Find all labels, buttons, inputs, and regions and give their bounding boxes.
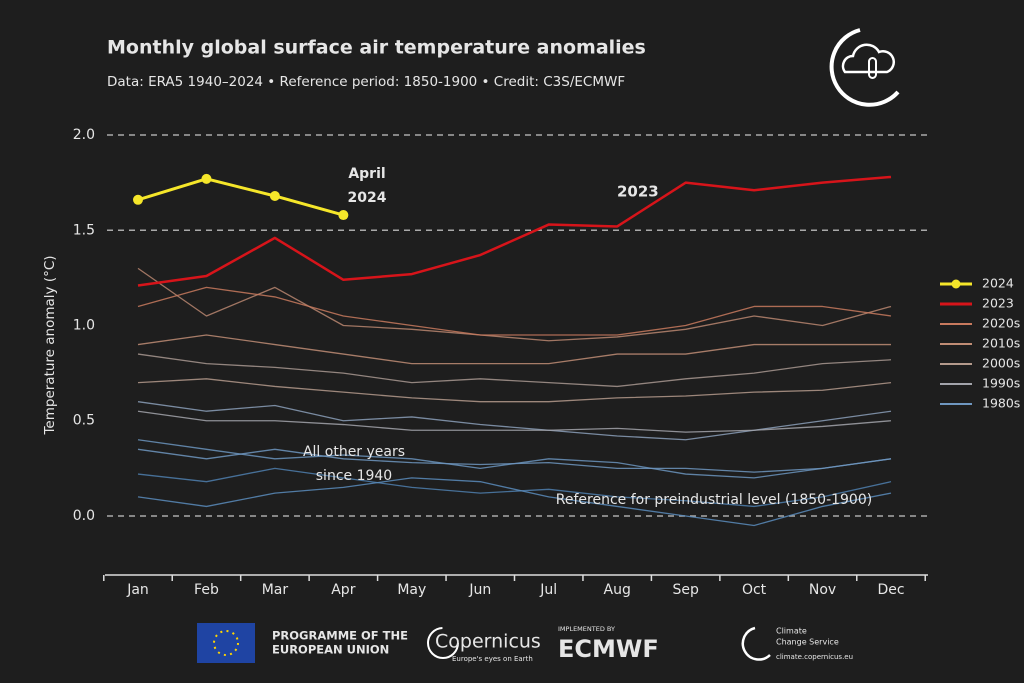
legend-label: 2000s (982, 356, 1020, 371)
series-line (137, 410, 892, 433)
series-line (137, 378, 892, 403)
c3s-logo (829, 28, 900, 107)
series-marker (201, 173, 212, 184)
y-axis-label: Temperature anomaly (°C) (42, 255, 58, 435)
series-marker (338, 210, 349, 221)
series-line (137, 175, 892, 287)
x-tick-label: Oct (742, 582, 767, 598)
eu-flag (197, 623, 255, 663)
series-line (137, 467, 892, 508)
legend-label: 2024 (982, 276, 1014, 291)
annotation: April (348, 166, 385, 182)
x-tick-label: Jul (539, 582, 557, 598)
series-line (137, 267, 892, 342)
x-tick-label: Sep (672, 582, 699, 598)
eu-text: PROGRAMME OF THE (272, 629, 408, 643)
y-tick-label: 0.5 (73, 413, 95, 429)
annotation: 2023 (617, 183, 659, 201)
eu-text: EUROPEAN UNION (272, 643, 389, 657)
c3s-url: climate.copernicus.eu (776, 653, 853, 661)
x-tick-label: Nov (809, 582, 836, 598)
x-tick-label: Feb (194, 582, 219, 598)
x-tick-label: Aug (604, 582, 631, 598)
legend-label: 2020s (982, 316, 1020, 331)
series-line (137, 401, 892, 441)
implemented-by: IMPLEMENTED BY (558, 625, 615, 633)
series-line (137, 353, 892, 388)
annotation: since 1940 (316, 468, 392, 484)
copernicus-ring (427, 627, 459, 659)
series-marker (269, 190, 280, 201)
ecmwf-text: ECMWF (558, 635, 659, 663)
x-tick-label: Jun (468, 582, 491, 598)
series-line (137, 334, 891, 365)
x-tick-label: Mar (262, 582, 289, 598)
series-line (137, 477, 892, 527)
series-line (137, 177, 344, 217)
legend-label: 2010s (982, 336, 1020, 351)
legend-label: 2023 (982, 296, 1014, 311)
annotation: All other years (303, 444, 405, 460)
x-tick-label: May (397, 582, 426, 598)
x-tick-label: Jan (126, 582, 149, 598)
annotation: Reference for preindustrial level (1850-… (556, 492, 872, 508)
y-tick-label: 2.0 (73, 127, 95, 143)
legend-label: 1980s (982, 396, 1020, 411)
y-tick-label: 1.0 (73, 318, 95, 334)
copernicus-tagline: Europe's eyes on Earth (452, 655, 533, 663)
c3s-text: Climate (776, 627, 807, 636)
x-tick-label: Apr (331, 582, 355, 598)
annotation: 2024 (348, 190, 387, 206)
y-tick-label: 0.0 (73, 508, 95, 524)
x-tick-label: Dec (877, 582, 904, 598)
copernicus-text: Copernicus (435, 631, 541, 653)
legend-marker (951, 279, 961, 289)
series-line (137, 286, 892, 336)
plot-area: 0.0 0.5 1.0 1.5 2.0 Jan Feb Mar Apr May Jun Jul Aug S… (73, 127, 1021, 598)
series-marker (133, 194, 143, 205)
series-line (137, 448, 892, 473)
legend-label: 1990s (982, 376, 1020, 391)
chart-title: Monthly global surface air temperature a… (107, 37, 646, 59)
chart-subtitle: Data: ERA5 1940–2024 • Reference period:… (107, 74, 625, 90)
footer: PROGRAMME OF THE EUROPEAN UNION Copernic… (197, 623, 853, 663)
c3s-text: Change Service (776, 638, 839, 647)
eu-stars (213, 630, 239, 656)
y-tick-label: 1.5 (73, 222, 95, 238)
c3s-small-logo (741, 626, 771, 661)
